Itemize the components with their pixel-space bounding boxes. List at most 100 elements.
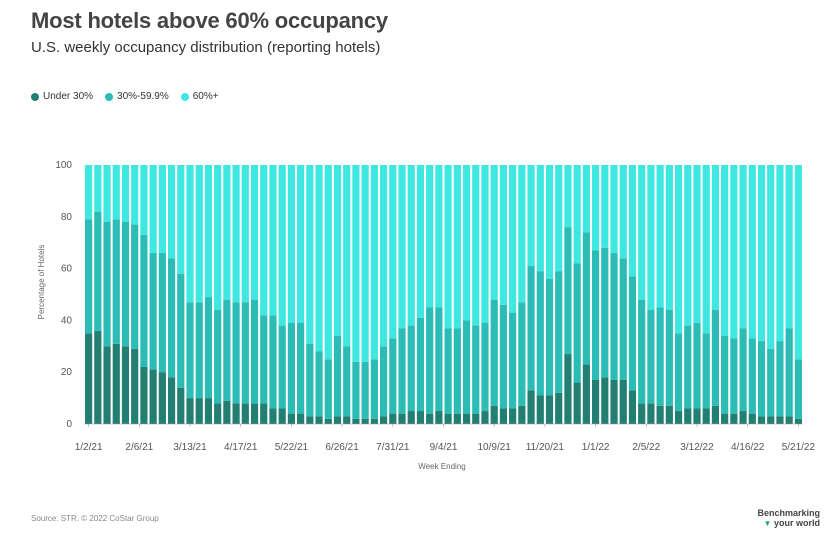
x-tick-label: 7/31/21 <box>376 442 410 453</box>
bar-segment-under-30 <box>260 403 268 424</box>
bar-segment-30-59 <box>85 219 93 334</box>
bar-segment-30-59 <box>638 299 646 404</box>
bar-segment-30-59 <box>370 359 378 419</box>
bar-segment-60-plus <box>370 165 378 360</box>
bar-segment-30-59 <box>748 338 756 414</box>
bar-segment-60-plus <box>103 165 111 222</box>
bar-segment-under-30 <box>527 390 535 424</box>
bar-segment-under-30 <box>112 343 120 424</box>
y-tick-label: 20 <box>61 367 73 378</box>
bar-segment-60-plus <box>306 165 314 344</box>
bar-segment-under-30 <box>794 418 802 424</box>
bar-segment-under-30 <box>389 413 397 424</box>
bar-segment-30-59 <box>214 310 222 404</box>
legend-swatch-30-59 <box>105 92 114 101</box>
legend-label-under-30: Under 30% <box>43 91 94 102</box>
bar-segment-30-59 <box>564 227 572 355</box>
bar-segment-60-plus <box>287 165 295 323</box>
bar-segment-under-30 <box>121 346 130 424</box>
chart-title: Most hotels above 60% occupancy <box>31 8 388 33</box>
bar-segment-60-plus <box>158 165 166 254</box>
bar-segment-30-59 <box>509 312 517 409</box>
bar-segment-60-plus <box>379 165 388 347</box>
bar-segment-30-59 <box>260 315 268 404</box>
x-tick-label: 3/13/21 <box>173 442 207 453</box>
bar-segment-30-59 <box>794 359 802 419</box>
bar-segment-under-30 <box>361 418 369 424</box>
bar-segment-60-plus <box>407 165 415 326</box>
bar-segment-60-plus <box>721 165 729 336</box>
bar-segment-60-plus <box>260 165 268 316</box>
bar-segment-60-plus <box>757 165 766 342</box>
bar-segment-30-59 <box>702 333 710 409</box>
bar-segment-60-plus <box>684 165 692 326</box>
bar-segment-under-30 <box>785 416 793 424</box>
bar-segment-under-30 <box>776 416 784 424</box>
bar-segment-30-59 <box>757 341 766 417</box>
bar-segment-30-59 <box>389 338 397 414</box>
bar-segment-30-59 <box>223 299 231 401</box>
bar-segment-under-30 <box>241 403 249 424</box>
bar-segment-30-59 <box>232 302 240 404</box>
bar-segment-under-30 <box>518 405 526 424</box>
bar-segment-60-plus <box>121 165 130 222</box>
bar-segment-60-plus <box>776 165 784 342</box>
bar-segment-60-plus <box>702 165 710 334</box>
bar-segment-under-30 <box>343 416 351 424</box>
brand-line-1: Benchmarking <box>757 508 820 518</box>
bar-segment-30-59 <box>398 328 406 414</box>
bar-segment-30-59 <box>499 304 508 409</box>
bar-segment-under-30 <box>499 408 508 424</box>
bar-segment-60-plus <box>232 165 240 303</box>
bar-segment-30-59 <box>610 253 618 380</box>
bar-segment-30-59 <box>472 325 480 414</box>
bar-segment-under-30 <box>536 395 544 424</box>
bar-segment-60-plus <box>315 165 323 352</box>
bar-segment-60-plus <box>490 165 498 300</box>
bar-segment-60-plus <box>536 165 544 272</box>
bar-segment-under-30 <box>140 367 148 424</box>
bar-segment-under-30 <box>223 400 231 424</box>
bar-segment-under-30 <box>131 348 139 424</box>
bar-segment-30-59 <box>250 299 259 404</box>
bar-segment-under-30 <box>582 364 590 424</box>
x-tick-label: 5/22/21 <box>275 442 309 453</box>
bar-segment-30-59 <box>158 253 166 373</box>
bar-segment-under-30 <box>573 382 581 424</box>
bar-segment-60-plus <box>343 165 351 347</box>
bar-segment-30-59 <box>186 302 194 399</box>
y-tick-label: 100 <box>55 160 72 171</box>
bar-segment-60-plus <box>85 165 93 220</box>
bar-segment-30-59 <box>619 258 627 380</box>
bar-segment-60-plus <box>674 165 683 334</box>
legend-item-30-59: 30%-59.9% <box>105 91 169 102</box>
bar-segment-under-30 <box>287 413 295 424</box>
bar-segment-60-plus <box>564 165 572 228</box>
bar-segment-under-30 <box>232 403 240 424</box>
bar-segment-60-plus <box>167 165 176 259</box>
bar-segment-under-30 <box>416 411 425 424</box>
bar-segment-60-plus <box>149 165 157 254</box>
bar-segment-60-plus <box>333 165 342 336</box>
bar-segment-30-59 <box>462 320 471 414</box>
bar-segment-under-30 <box>490 405 498 424</box>
bar-segment-under-30 <box>278 408 286 424</box>
bar-segment-30-59 <box>140 234 148 368</box>
bar-segment-60-plus <box>250 165 259 300</box>
bar-segment-under-30 <box>333 416 342 424</box>
bar-segment-under-30 <box>748 413 756 424</box>
bar-segment-60-plus <box>518 165 526 303</box>
bar-segment-under-30 <box>601 377 609 424</box>
y-tick-label: 60 <box>61 264 73 275</box>
legend-item-60-plus: 60%+ <box>180 91 219 102</box>
bar-segment-30-59 <box>776 341 784 417</box>
x-tick-label: 3/12/22 <box>680 442 714 453</box>
bar-segment-under-30 <box>297 413 305 424</box>
bar-segment-under-30 <box>757 416 766 424</box>
bar-segment-60-plus <box>739 165 747 329</box>
bar-segment-60-plus <box>416 165 425 318</box>
bar-segment-60-plus <box>398 165 406 329</box>
y-axis-label: Percentage of Hotels <box>37 245 46 320</box>
bar-segment-30-59 <box>426 307 434 414</box>
bar-segment-60-plus <box>592 165 600 251</box>
